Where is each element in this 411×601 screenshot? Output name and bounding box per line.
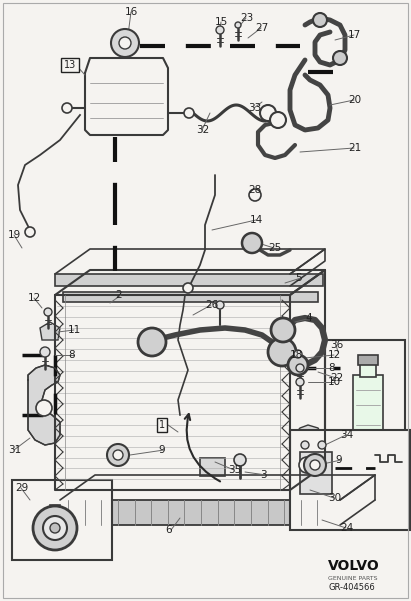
- Circle shape: [268, 338, 296, 366]
- Circle shape: [50, 523, 60, 533]
- Text: GENUINE PARTS: GENUINE PARTS: [328, 576, 377, 581]
- Text: 36: 36: [330, 340, 343, 350]
- Circle shape: [111, 29, 139, 57]
- Circle shape: [333, 51, 347, 65]
- Text: 4: 4: [305, 313, 312, 323]
- Circle shape: [271, 318, 295, 342]
- Text: 13: 13: [64, 60, 76, 70]
- Circle shape: [44, 308, 52, 316]
- Circle shape: [310, 460, 320, 470]
- Circle shape: [313, 13, 327, 27]
- Text: 15: 15: [215, 17, 228, 27]
- Circle shape: [40, 347, 50, 357]
- Bar: [360, 363, 376, 377]
- Text: 26: 26: [205, 300, 218, 310]
- Circle shape: [107, 444, 129, 466]
- Text: 3: 3: [260, 470, 267, 480]
- Text: GR-404566: GR-404566: [328, 584, 375, 593]
- Circle shape: [318, 441, 326, 449]
- Text: 25: 25: [268, 243, 281, 253]
- Text: 22: 22: [330, 373, 343, 383]
- Text: 21: 21: [348, 143, 361, 153]
- Text: 20: 20: [348, 95, 361, 105]
- Circle shape: [301, 441, 309, 449]
- Text: 9: 9: [335, 455, 342, 465]
- Bar: [325, 340, 405, 455]
- Text: 1: 1: [159, 420, 165, 430]
- Bar: [12, 480, 112, 560]
- Text: 35: 35: [228, 465, 241, 475]
- Circle shape: [299, 457, 315, 473]
- Circle shape: [113, 450, 123, 460]
- Text: 30: 30: [328, 493, 341, 503]
- Circle shape: [119, 37, 131, 49]
- Circle shape: [260, 105, 276, 121]
- Text: 17: 17: [348, 30, 361, 40]
- Text: VOLVO: VOLVO: [328, 559, 380, 573]
- Text: 27: 27: [255, 23, 268, 33]
- Circle shape: [183, 283, 193, 293]
- Text: 34: 34: [340, 430, 353, 440]
- Polygon shape: [292, 425, 322, 500]
- Text: 28: 28: [248, 185, 261, 195]
- Bar: [290, 430, 410, 530]
- Text: 12: 12: [328, 350, 341, 360]
- Circle shape: [294, 350, 302, 358]
- Text: 8: 8: [328, 363, 335, 373]
- Text: 19: 19: [8, 230, 21, 240]
- Text: 16: 16: [125, 7, 138, 17]
- Circle shape: [234, 454, 246, 466]
- Text: 12: 12: [28, 293, 41, 303]
- Bar: [55, 274, 323, 286]
- Circle shape: [288, 355, 308, 375]
- Circle shape: [304, 454, 326, 476]
- Bar: [300, 452, 332, 494]
- Circle shape: [296, 364, 304, 372]
- Circle shape: [25, 227, 35, 237]
- Circle shape: [296, 378, 304, 386]
- Text: 9: 9: [158, 445, 165, 455]
- Text: 11: 11: [68, 325, 81, 335]
- Bar: [353, 375, 383, 438]
- Text: 2: 2: [115, 290, 122, 300]
- Circle shape: [216, 301, 224, 309]
- Bar: [200, 458, 225, 476]
- Text: 32: 32: [196, 125, 209, 135]
- Circle shape: [242, 233, 262, 253]
- Polygon shape: [28, 365, 60, 445]
- Polygon shape: [40, 322, 60, 340]
- Text: 18: 18: [290, 350, 303, 360]
- Bar: [60, 500, 340, 525]
- Circle shape: [184, 108, 194, 118]
- Text: 33: 33: [248, 103, 261, 113]
- Circle shape: [62, 103, 72, 113]
- Circle shape: [235, 22, 241, 28]
- Circle shape: [138, 328, 166, 356]
- Text: 10: 10: [328, 377, 341, 387]
- Circle shape: [216, 26, 224, 34]
- Text: 23: 23: [240, 13, 253, 23]
- Text: 14: 14: [250, 215, 263, 225]
- Text: 29: 29: [15, 483, 28, 493]
- Circle shape: [43, 516, 67, 540]
- Text: 8: 8: [68, 350, 75, 360]
- Text: 5: 5: [295, 273, 302, 283]
- Bar: [50, 505, 60, 523]
- Text: 31: 31: [8, 445, 21, 455]
- Bar: [63, 292, 318, 302]
- Text: 6: 6: [165, 525, 172, 535]
- Bar: [358, 355, 378, 365]
- Circle shape: [36, 400, 52, 416]
- Text: 24: 24: [340, 523, 353, 533]
- Circle shape: [249, 189, 261, 201]
- Circle shape: [270, 112, 286, 128]
- Circle shape: [33, 506, 77, 550]
